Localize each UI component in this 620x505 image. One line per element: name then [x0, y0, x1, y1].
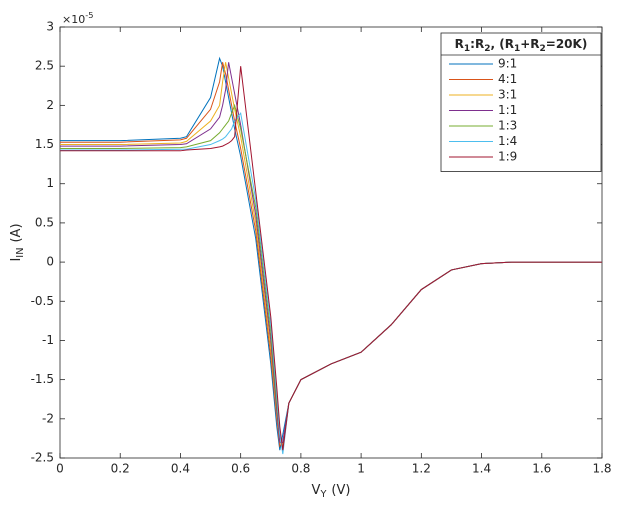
y-tick-label: -2: [42, 411, 54, 425]
x-tick-label: 0: [56, 462, 64, 476]
legend-label: 1:9: [498, 150, 517, 164]
text-part: +R: [520, 37, 539, 51]
text-part: R: [455, 37, 464, 51]
x-tick-label: 1.4: [472, 462, 491, 476]
text-part: I: [9, 258, 24, 262]
y-tick-label: 0.5: [35, 215, 54, 229]
legend-label: 3:1: [498, 88, 517, 102]
text-part: 2: [540, 44, 546, 54]
x-axis-label: VY (V): [312, 483, 351, 501]
text-part: 2: [484, 44, 490, 54]
text-part: (V): [331, 483, 350, 498]
text-part: 1: [464, 44, 470, 54]
text-part: IN: [15, 248, 26, 258]
y-tick-label: 2.5: [35, 59, 54, 73]
y-tick-label: -0.5: [31, 294, 54, 308]
y-multiplier: ×10-5: [62, 10, 93, 27]
y-axis-label: IIN (A): [9, 223, 27, 261]
y-tick-label: -1.5: [31, 372, 54, 386]
x-tick-label: 1: [357, 462, 365, 476]
y-tick-label: -2.5: [31, 451, 54, 465]
text-part: =20K): [546, 37, 588, 51]
legend-label: 1:3: [498, 119, 517, 133]
text-part: ×10: [62, 13, 85, 26]
x-tick-label: 1.6: [532, 462, 551, 476]
legend-label: 1:4: [498, 134, 517, 148]
y-tick-label: 2: [46, 98, 54, 112]
text-part: , (R: [490, 37, 513, 51]
x-tick-label: 0.8: [291, 462, 310, 476]
x-tick-label: 0.4: [171, 462, 190, 476]
y-tick-label: 1: [46, 176, 54, 190]
x-tick-label: 1.2: [412, 462, 431, 476]
legend-title: R1:R2, (R1+R2=20K): [455, 37, 588, 54]
y-tick-label: 3: [46, 20, 54, 34]
text-part: 1: [514, 44, 520, 54]
text-part: V: [312, 483, 321, 498]
text-part: :R: [470, 37, 484, 51]
x-tick-label: 0.6: [231, 462, 250, 476]
legend-box: [440, 32, 602, 172]
text-part: (A): [9, 223, 24, 242]
legend-label: 4:1: [498, 72, 517, 86]
series-line: [60, 66, 602, 451]
y-tick-label: 0: [46, 255, 54, 269]
text-part: Y: [319, 489, 326, 500]
legend-label: 9:1: [498, 57, 517, 71]
y-tick-label: 1.5: [35, 137, 54, 151]
x-tick-label: 0.2: [111, 462, 130, 476]
y-tick-label: -1: [42, 333, 54, 347]
text-part: -5: [85, 10, 93, 20]
legend-label: 1:1: [498, 103, 517, 117]
x-tick-label: 1.8: [592, 462, 611, 476]
